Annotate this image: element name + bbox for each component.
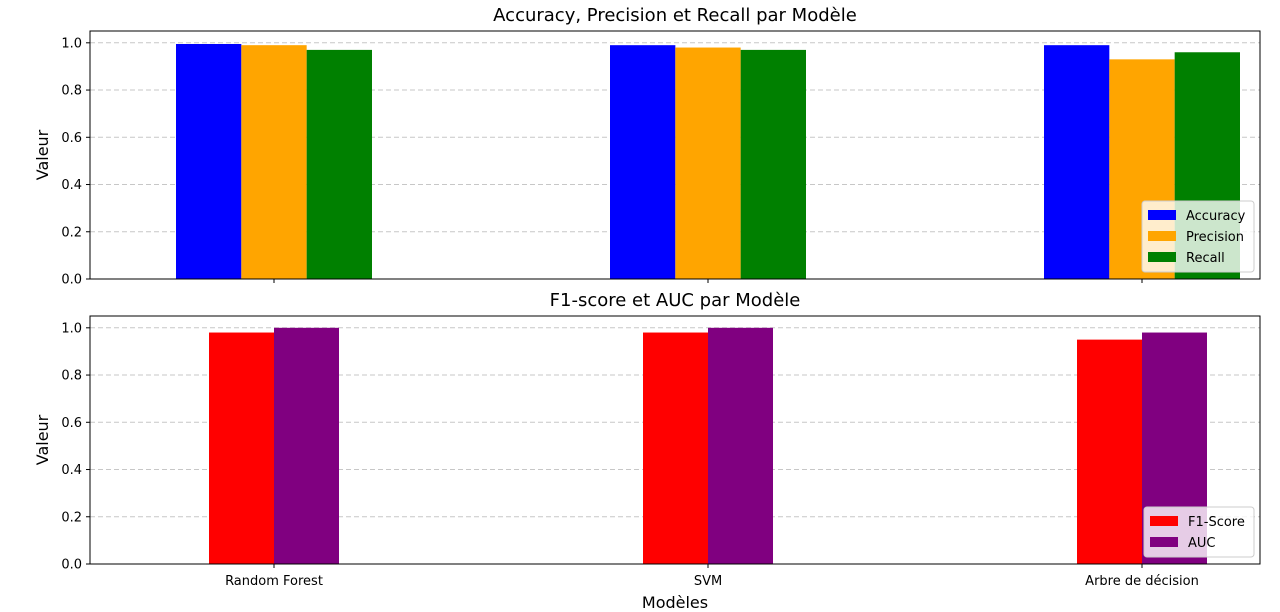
x-tick-label-svm: SVM <box>694 574 722 589</box>
bar-accuracy-random-forest <box>176 43 242 279</box>
legend-label-accuracy: Accuracy <box>1186 209 1246 224</box>
bottom-y-tick-label: 0.0 <box>61 558 82 573</box>
x-tick-label-arbre-de-decision: Arbre de décision <box>1085 574 1199 589</box>
top-y-tick-label: 0.6 <box>61 131 82 146</box>
legend-swatch-accuracy <box>1148 210 1176 220</box>
bar-f1-score-random-forest <box>209 332 274 564</box>
legend-label-auc: AUC <box>1188 536 1216 551</box>
legend-swatch-f1-score <box>1150 516 1178 526</box>
legend-swatch-auc <box>1150 537 1178 547</box>
bottom-chart-title: F1-score et AUC par Modèle <box>550 290 801 311</box>
legend-label-f1-score: F1-Score <box>1188 515 1245 530</box>
bar-accuracy-svm <box>610 45 676 279</box>
bottom-y-tick-label: 0.8 <box>61 369 82 384</box>
bar-auc-random-forest <box>274 327 339 564</box>
legend-label-recall: Recall <box>1186 251 1225 266</box>
bar-f1-score-svm <box>643 332 708 564</box>
bottom-plot-frame <box>89 315 1261 565</box>
bottom-legend: F1-Score AUC <box>1143 506 1255 558</box>
bottom-y-tick-label: 0.2 <box>61 510 82 525</box>
top-y-tick-label: 0.8 <box>61 84 82 99</box>
bottom-y-axis-label: Valeur <box>33 414 52 465</box>
bar-precision-random-forest <box>241 45 307 279</box>
top-y-tick-label: 0.4 <box>61 178 82 193</box>
top-chart-title: Accuracy, Precision et Recall par Modèle <box>493 5 857 26</box>
bar-precision-svm <box>675 47 741 280</box>
bar-auc-svm <box>708 327 773 564</box>
bar-recall-svm <box>740 49 806 280</box>
bottom-y-tick-label: 0.6 <box>61 416 82 431</box>
top-y-tick-label: 1.0 <box>61 36 82 51</box>
bar-recall-random-forest <box>306 49 372 280</box>
bottom-y-tick-label: 0.4 <box>61 463 82 478</box>
legend-swatch-precision <box>1148 231 1176 241</box>
x-tick-label-random-forest: Random Forest <box>225 574 323 589</box>
bar-accuracy-arbre-de-decision <box>1044 45 1110 279</box>
bottom-chart-panel: F1-score et AUC par Modèle 0.0 0.2 0.4 0.6 0.… <box>33 290 1261 612</box>
top-legend: Accuracy Precision Recall <box>1141 200 1255 273</box>
bottom-x-axis-label: Modèles <box>642 593 708 612</box>
top-plot-frame <box>89 30 1261 280</box>
legend-label-precision: Precision <box>1186 230 1244 245</box>
bar-f1-score-arbre-de-decision <box>1077 339 1142 564</box>
legend-swatch-recall <box>1148 252 1176 262</box>
top-y-tick-label: 0.2 <box>61 225 82 240</box>
bottom-y-tick-label: 1.0 <box>61 321 82 336</box>
top-y-axis-label: Valeur <box>33 129 52 180</box>
top-y-tick-label: 0.0 <box>61 273 82 288</box>
top-chart-panel: Accuracy, Precision et Recall par Modèle… <box>33 5 1261 288</box>
